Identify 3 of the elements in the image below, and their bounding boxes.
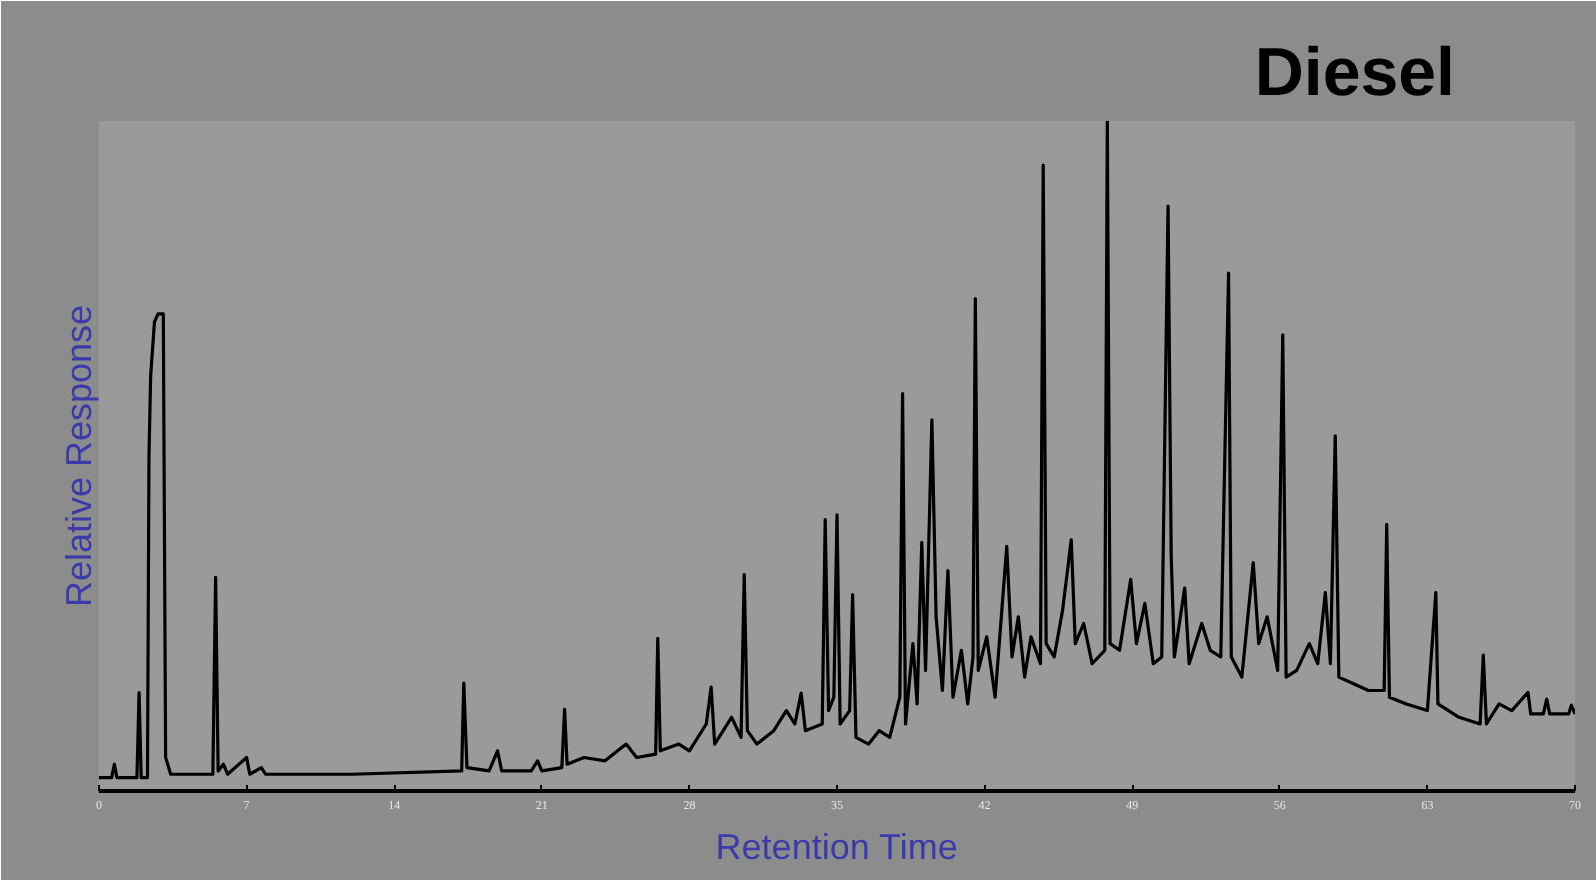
x-axis-title: Retention Time (715, 827, 958, 867)
chart-title: Diesel (1254, 35, 1456, 111)
y-axis-title: Relative Response (59, 304, 99, 608)
